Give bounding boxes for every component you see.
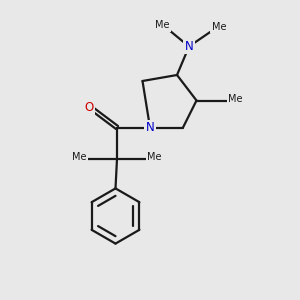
Text: Me: Me xyxy=(72,152,87,163)
Text: Me: Me xyxy=(228,94,243,104)
Text: N: N xyxy=(146,121,154,134)
Text: Me: Me xyxy=(147,152,162,163)
Text: Me: Me xyxy=(212,22,226,32)
Text: N: N xyxy=(184,40,194,53)
Text: O: O xyxy=(85,101,94,114)
Text: Me: Me xyxy=(155,20,169,31)
